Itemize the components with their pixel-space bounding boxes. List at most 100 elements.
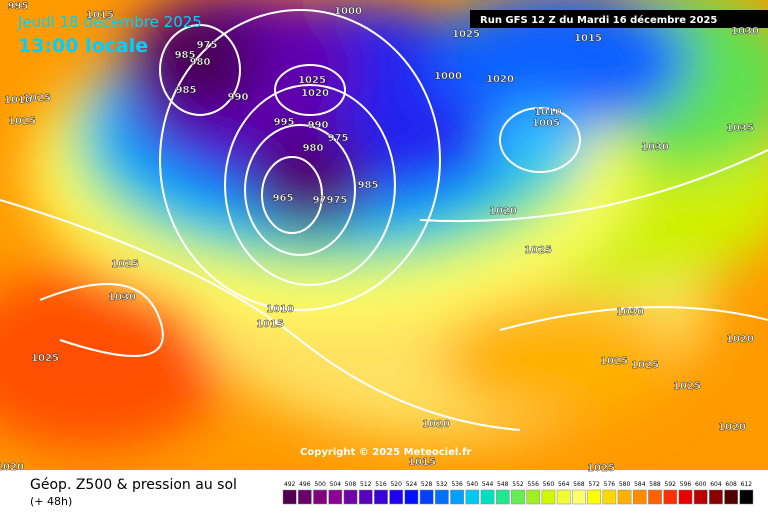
color-swatch [541,489,556,505]
isobar-label: 1010 [4,95,32,106]
color-swatch [739,489,754,505]
scale-label: 548 [497,481,509,488]
color-swatch [511,489,525,505]
isobar-label: 1015 [408,457,436,468]
isobar-label: 975 [328,133,349,144]
isobar-label: 1020 [0,462,24,473]
isobar-label: 1025 [111,259,139,270]
run-info: Run GFS 12 Z du Mardi 16 décembre 2025 [480,14,717,26]
isobar-label: 1030 [616,307,644,318]
scale-label: 608 [725,481,737,488]
scale-label: 532 [436,481,448,488]
isobar [244,124,356,256]
scale-label: 528 [421,481,433,488]
color-swatch [358,489,373,505]
isobar-label: 1005 [532,118,560,129]
color-swatch [389,489,404,505]
scale-label: 536 [451,481,463,488]
color-swatch [724,489,739,505]
isobar-label: 1010 [534,107,562,118]
run-box [470,10,768,28]
isobar [419,149,768,223]
isobar-label: 1025 [23,93,51,104]
scale-label: 612 [741,481,753,488]
isobar-label: 980 [190,57,211,68]
color-swatch [313,489,327,505]
isobar-label: 1015 [574,33,602,44]
isobar-label: 990 [228,92,249,103]
color-swatch [419,489,434,505]
isobar-label: 1025 [8,116,36,127]
isobar-label: 1020 [718,422,746,433]
isobar-label: 1025 [600,356,628,367]
isobar [261,156,323,234]
color-swatch [526,489,541,505]
isobar [159,24,241,116]
scale-label: 508 [345,481,357,488]
isobar-label: 1015 [86,10,114,21]
scale-label: 540 [467,481,479,488]
isobar-label: 1020 [486,74,514,85]
scale-label: 500 [314,481,326,488]
scale-label: 492 [284,481,296,488]
isobar-label: 1025 [31,353,59,364]
lead-time: (+ 48h) [30,495,72,508]
isobar-label: 97975 [313,195,348,206]
scale-label: 544 [482,481,494,488]
isobar-label: 975 [197,40,218,51]
scale-label: 512 [360,481,372,488]
isobar-label: 980 [303,143,324,154]
isobar [224,84,396,286]
scale-label: 592 [665,481,677,488]
isobar [159,9,441,311]
isobar-label: 1025 [298,75,326,86]
isobar-label: 985 [176,85,197,96]
isobar-label: 995 [274,117,295,128]
time: 13:00 locale [18,35,148,57]
color-swatch [709,489,723,505]
scale-label: 524 [406,481,418,488]
copyright: Copyright © 2025 Meteociel.fr [300,447,471,458]
isobar-label: 1025 [524,245,552,256]
isobar-label: 1020 [726,334,754,345]
color-swatch [648,489,662,505]
isobar-label: 1000 [334,6,362,17]
isobar-label: 965 [273,193,294,204]
color-swatch [343,489,358,505]
isobar-label: 1030 [641,142,669,153]
color-swatch [282,489,297,505]
isobar-label: 990 [308,120,329,131]
legend-title: Géop. Z500 & pression au sol [30,477,237,493]
isobar [499,306,768,331]
isobar-label: 1025 [452,29,480,40]
color-swatch [480,489,495,505]
color-swatch [617,489,632,505]
scale-label: 520 [390,481,402,488]
color-swatch [678,489,693,505]
color-swatch [587,489,601,505]
isobar-label: 985 [175,50,196,61]
scale-label: 504 [330,481,342,488]
scale-label: 516 [375,481,387,488]
color-swatch [374,489,388,505]
scale-label: 584 [634,481,646,488]
color-swatch [556,489,571,505]
color-swatch [435,489,449,505]
isobar-label: 1025 [631,360,659,371]
scale-label: 496 [299,481,311,488]
scale-label: 600 [695,481,707,488]
scale-label: 596 [680,481,692,488]
isobar-label: 1010 [266,304,294,315]
isobar-label: 1020 [489,206,517,217]
isobar-label: 1030 [108,292,136,303]
scale-label: 560 [543,481,555,488]
scale-label: 588 [649,481,661,488]
scale-label: 576 [604,481,616,488]
color-swatch [663,489,678,505]
scale-label: 568 [573,481,585,488]
color-swatch [297,489,312,505]
isobar-label: 1035 [726,123,754,134]
isobar-label: 1025 [673,381,701,392]
scale-label: 580 [619,481,631,488]
